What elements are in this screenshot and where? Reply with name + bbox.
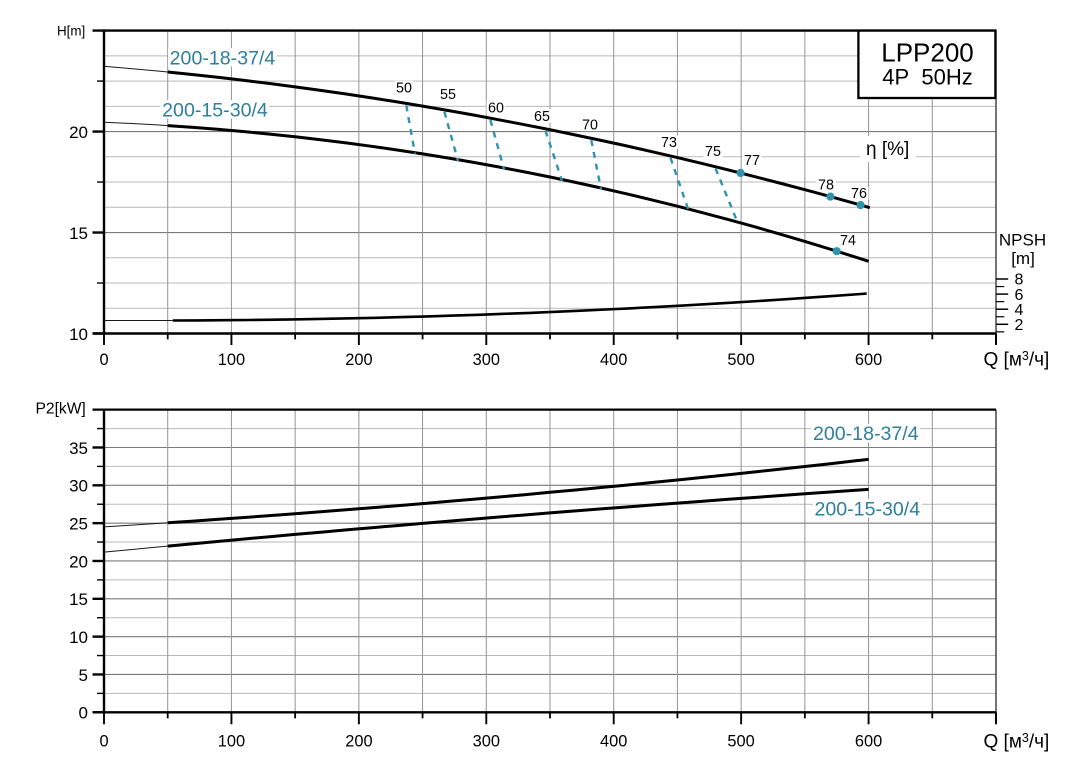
svg-text:73: 73: [661, 135, 677, 151]
svg-text:0: 0: [99, 732, 108, 750]
svg-text:30: 30: [69, 477, 88, 496]
svg-text:10: 10: [69, 325, 88, 344]
svg-text:200: 200: [345, 351, 372, 369]
svg-text:500: 500: [727, 351, 754, 369]
svg-text:200: 200: [345, 732, 372, 750]
svg-text:η [%]: η [%]: [866, 139, 909, 160]
svg-text:0: 0: [99, 351, 108, 369]
svg-text:74: 74: [840, 233, 856, 249]
svg-text:Q [м3/ч]: Q [м3/ч]: [984, 731, 1050, 753]
svg-text:10: 10: [69, 628, 88, 647]
svg-text:H[m]: H[m]: [57, 24, 85, 39]
svg-text:200-15-30/4: 200-15-30/4: [814, 498, 920, 520]
svg-text:300: 300: [473, 732, 500, 750]
svg-text:0: 0: [79, 704, 88, 723]
svg-text:4: 4: [1015, 302, 1024, 319]
svg-text:20: 20: [69, 552, 88, 571]
svg-text:200-15-30/4: 200-15-30/4: [162, 99, 268, 121]
svg-text:60: 60: [488, 101, 504, 117]
svg-text:5: 5: [79, 666, 88, 685]
svg-text:Q [м3/ч]: Q [м3/ч]: [984, 349, 1050, 371]
svg-text:35: 35: [69, 439, 88, 458]
svg-text:P2[kW]: P2[kW]: [36, 401, 86, 418]
svg-text:50: 50: [396, 81, 412, 97]
svg-text:65: 65: [534, 109, 550, 125]
svg-text:77: 77: [744, 153, 760, 169]
svg-text:200-18-37/4: 200-18-37/4: [170, 48, 276, 70]
svg-text:600: 600: [855, 351, 882, 369]
svg-text:25: 25: [69, 515, 88, 534]
svg-text:4P 50Hz: 4P 50Hz: [882, 65, 973, 90]
svg-text:400: 400: [600, 351, 627, 369]
svg-text:500: 500: [727, 732, 754, 750]
svg-text:600: 600: [855, 732, 882, 750]
svg-text:75: 75: [705, 144, 721, 160]
svg-text:20: 20: [69, 123, 88, 142]
svg-text:76: 76: [851, 186, 867, 202]
svg-text:70: 70: [582, 118, 598, 134]
svg-text:6: 6: [1015, 287, 1024, 304]
svg-text:100: 100: [218, 351, 245, 369]
svg-text:100: 100: [218, 732, 245, 750]
svg-text:15: 15: [69, 590, 88, 609]
svg-text:15: 15: [69, 224, 88, 243]
svg-text:78: 78: [818, 178, 834, 194]
svg-text:[m]: [m]: [1011, 249, 1035, 268]
svg-text:NPSH: NPSH: [999, 231, 1046, 250]
svg-text:LPP200: LPP200: [881, 38, 974, 68]
svg-text:400: 400: [600, 732, 627, 750]
svg-text:55: 55: [440, 87, 456, 103]
svg-text:200-18-37/4: 200-18-37/4: [813, 423, 919, 445]
svg-text:2: 2: [1015, 317, 1024, 334]
svg-text:8: 8: [1015, 272, 1024, 289]
svg-text:300: 300: [473, 351, 500, 369]
